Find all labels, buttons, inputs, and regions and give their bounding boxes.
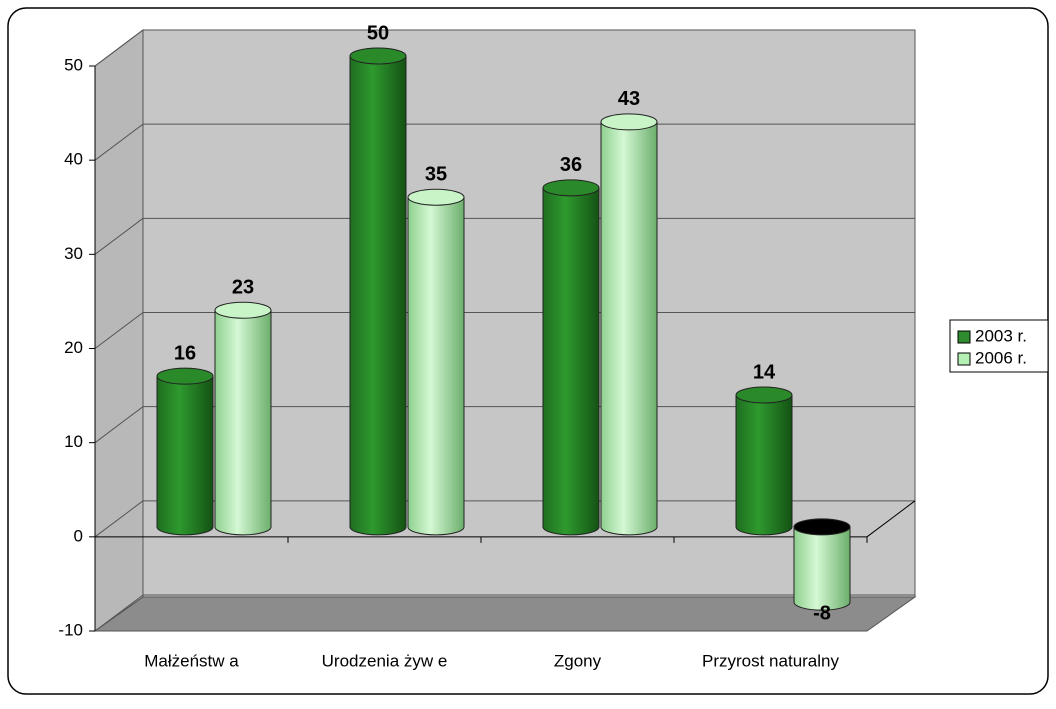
bar-top	[214, 301, 272, 319]
bar	[349, 55, 407, 536]
x-tick-label: Małżeństw a	[144, 651, 239, 670]
bar	[735, 394, 793, 536]
grid-line	[94, 312, 144, 349]
grid-line	[94, 217, 144, 255]
bar	[407, 196, 465, 536]
bar-top	[156, 367, 214, 385]
y-tick-label: 0	[74, 526, 83, 545]
floor	[93, 596, 917, 632]
bar	[214, 309, 272, 536]
bar-top	[735, 386, 793, 404]
bar-top	[600, 113, 658, 131]
legend-swatch	[957, 330, 971, 344]
value-label: 35	[425, 164, 447, 186]
grid-line	[94, 406, 144, 444]
y-tick-label: 10	[64, 432, 83, 451]
legend-label: 2006 r.	[975, 348, 1027, 367]
bar	[793, 526, 851, 611]
y-tick-label: 30	[64, 244, 83, 263]
value-label: 50	[367, 22, 389, 44]
value-label: 43	[618, 88, 640, 110]
legend-swatch	[957, 352, 971, 366]
grid-line	[94, 29, 144, 67]
grid-line	[94, 123, 144, 161]
y-tick-label: -10	[58, 620, 83, 639]
bar-top	[793, 518, 851, 536]
bar	[542, 187, 600, 536]
value-label: 16	[174, 342, 196, 364]
x-tick-label: Zgony	[554, 651, 602, 670]
y-tick-label: 20	[64, 338, 83, 357]
value-label: -8	[813, 602, 831, 624]
x-axis-depth	[866, 500, 916, 538]
grid-line	[94, 594, 144, 632]
bar-top	[349, 47, 407, 65]
y-tick-label: 40	[64, 150, 83, 169]
bar	[600, 121, 658, 536]
x-tick-label: Urodzenia żyw e	[322, 651, 448, 670]
bar-top	[542, 179, 600, 197]
y-tick-label: 50	[64, 55, 83, 74]
x-tick-label: Przyrost naturalny	[702, 651, 839, 670]
bar	[156, 375, 214, 536]
bar-top	[407, 188, 465, 206]
value-label: 14	[753, 361, 776, 383]
grid-line	[94, 500, 144, 538]
value-label: 36	[560, 154, 582, 176]
value-label: 23	[232, 277, 254, 299]
legend-label: 2003 r.	[975, 326, 1027, 345]
